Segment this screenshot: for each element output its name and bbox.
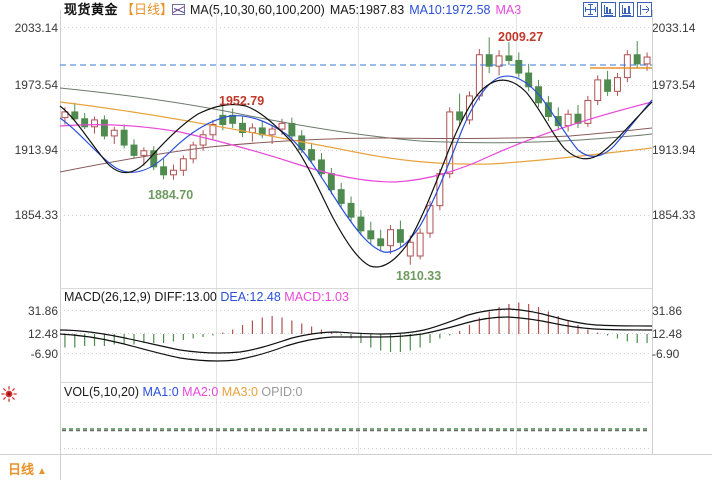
vol-ma1: MA1:0 — [142, 385, 179, 399]
ma5-line — [59, 79, 653, 268]
left-axis-line — [60, 10, 61, 454]
price-ylabel-left-3: 1854.33 — [14, 208, 58, 222]
price-ylabel-left-0: 2033.14 — [14, 21, 58, 35]
macd-histogram — [64, 302, 648, 352]
chart-title: 现货黄金 【日线】 — [64, 1, 173, 19]
gridline — [60, 215, 652, 216]
gridline — [60, 27, 652, 28]
ma200-line — [59, 87, 653, 144]
volume-chart-panel[interactable] — [60, 384, 652, 454]
footer-divider — [60, 455, 61, 480]
macd-diff: DIFF:13.00 — [154, 290, 217, 304]
price-ylabel-right-0: 2033.14 — [652, 21, 696, 35]
annotation-low-1810: 1810.33 — [396, 269, 442, 283]
month-gridline — [216, 10, 217, 454]
period-label: 日线 — [8, 462, 35, 477]
macd-ylabel-right-1: 12.48 — [652, 327, 683, 341]
gridline — [60, 353, 652, 354]
vol-ma2: MA2:0 — [182, 385, 219, 399]
macd-dea: DEA:12.48 — [220, 290, 281, 304]
annotation-high-1952: 1952.79 — [219, 94, 265, 108]
price-ylabel-right-2: 1913.94 — [652, 143, 696, 157]
ma30-line — [59, 101, 653, 183]
ma10-line — [59, 75, 653, 253]
gridline — [60, 150, 652, 151]
ma-legend: MA(5,10,30,60,100,200) MA5:1987.83 MA10:19… — [172, 2, 526, 18]
zoom-fit-right-icon[interactable] — [619, 2, 634, 17]
price-chart-svg — [59, 37, 653, 268]
macd-ylabel-left-2: -6.90 — [30, 347, 58, 361]
price-ylabel-right-1: 1973.54 — [652, 78, 696, 92]
right-axis-line — [652, 10, 653, 454]
vol-formula: VOL(5,10,20) — [64, 385, 140, 399]
scroll-to-end-icon[interactable] — [637, 2, 652, 17]
macd-ylabel-right-2: -6.90 — [652, 347, 680, 361]
crosshair-move-icon[interactable] — [583, 2, 598, 17]
annotation-low-1884: 1884.70 — [148, 188, 194, 202]
price-ylabel-right-3: 1854.33 — [652, 208, 696, 222]
macd-value: MACD:1.03 — [284, 290, 349, 304]
macd-chart-svg — [59, 302, 653, 362]
month-gridline — [516, 10, 517, 454]
annotation-high-2009: 2009.27 — [498, 30, 544, 44]
candlestick-series — [61, 37, 651, 265]
symbol-name: 现货黄金 — [64, 2, 119, 17]
macd-legend: MACD(26,12,9) DIFF:13.00 DEA:12.48 MACD:… — [64, 289, 349, 305]
period-tag: 【日线】 — [121, 2, 174, 17]
chart-footer: 日线 ▲ — [0, 454, 712, 480]
gridline — [60, 402, 652, 403]
price-chart-panel[interactable] — [59, 10, 653, 288]
ma100-line — [59, 127, 653, 173]
macd-dea-line — [59, 316, 653, 362]
gridline — [60, 85, 652, 86]
ma5-value: MA5:1987.83 — [329, 3, 405, 17]
gridline — [60, 310, 652, 311]
gridline — [60, 448, 652, 449]
volume-chart-svg — [62, 428, 650, 432]
vol-opid: OPID:0 — [261, 385, 303, 399]
ma-formula: MA(5,10,30,60,100,200) — [190, 3, 325, 17]
period-selector[interactable]: 日线 ▲ — [8, 459, 47, 478]
macd-formula: MACD(26,12,9) — [64, 290, 151, 304]
macd-ylabel-right-0: 31.86 — [652, 304, 683, 318]
macd-ylabel-left-1: 12.48 — [27, 327, 58, 341]
ma-indicator-icon — [172, 4, 185, 15]
panel-separator — [60, 382, 652, 383]
vol-ma3: MA3:0 — [221, 385, 258, 399]
alarm-icon[interactable] — [1, 386, 17, 402]
macd-diff-line — [59, 308, 653, 354]
macd-ylabel-left-0: 31.86 — [27, 304, 58, 318]
price-ylabel-left-2: 1913.94 — [14, 143, 58, 157]
zoom-fit-left-icon[interactable] — [601, 2, 616, 17]
caret-up-icon: ▲ — [37, 466, 47, 477]
panel-separator — [60, 288, 652, 289]
ma10-value: MA10:1972.58 — [409, 3, 491, 17]
vol-legend: VOL(5,10,20) MA1:0 MA2:0 MA3:0 OPID:0 — [64, 384, 302, 400]
macd-chart-panel[interactable] — [59, 290, 653, 382]
price-ylabel-left-1: 1973.54 — [14, 78, 58, 92]
ma3-value: MA3 — [495, 3, 522, 17]
chart-toolbar[interactable] — [583, 2, 652, 17]
ma60-line — [59, 101, 653, 165]
